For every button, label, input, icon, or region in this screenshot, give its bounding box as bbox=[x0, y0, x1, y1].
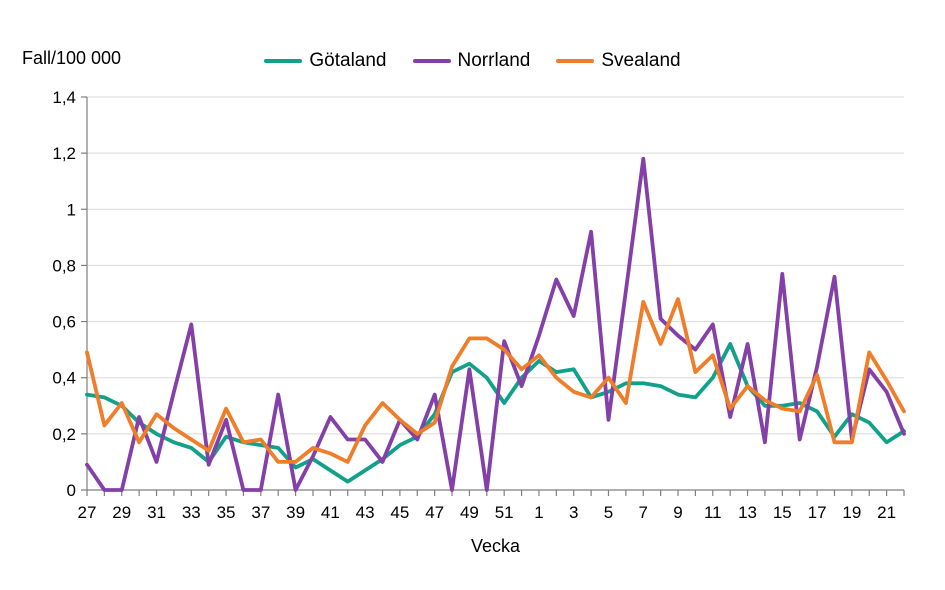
x-tick-label: 3 bbox=[569, 503, 578, 522]
y-tick-label: 0,2 bbox=[52, 425, 76, 444]
y-axis-ticks: 0 0,2 0,4 0,6 0,8 1 1,2 1,4 bbox=[52, 88, 87, 500]
x-tick-label: 29 bbox=[112, 503, 131, 522]
x-tick-label: 35 bbox=[217, 503, 236, 522]
series-line-norrland bbox=[85, 156, 906, 492]
x-tick-label: 31 bbox=[147, 503, 166, 522]
y-tick-label: 0,8 bbox=[52, 256, 76, 275]
y-tick-label: 0 bbox=[67, 481, 76, 500]
x-tick-label: 1 bbox=[534, 503, 543, 522]
x-tick-label: 9 bbox=[673, 503, 682, 522]
x-tick-label: 7 bbox=[639, 503, 648, 522]
x-tick-label: 15 bbox=[773, 503, 792, 522]
x-tick-label: 11 bbox=[704, 503, 722, 522]
x-tick-label: 13 bbox=[738, 503, 757, 522]
y-tick-label: 0,4 bbox=[52, 369, 76, 388]
x-tick-label: 19 bbox=[842, 503, 861, 522]
x-tick-label: 51 bbox=[495, 503, 514, 522]
x-tick-label: 27 bbox=[78, 503, 97, 522]
x-tick-label: 33 bbox=[182, 503, 201, 522]
y-tick-label: 0,6 bbox=[52, 313, 76, 332]
axes bbox=[86, 97, 904, 491]
y-tick-label: 1 bbox=[67, 200, 76, 219]
y-tick-label: 1,4 bbox=[52, 88, 76, 107]
y-axis-title: Fall/100 000 bbox=[22, 48, 122, 68]
x-tick-label: 17 bbox=[808, 503, 827, 522]
x-axis-title: Vecka bbox=[470, 536, 521, 556]
y-tick-label: 1,2 bbox=[52, 144, 76, 163]
x-tick-label: 45 bbox=[390, 503, 409, 522]
x-tick-label: 5 bbox=[604, 503, 613, 522]
x-axis-ticks: 27 29 31 33 35 37 39 41 43 45 47 49 51 1 3 5 7 9 11 13 15 17 1… bbox=[78, 490, 905, 522]
x-tick-label: 21 bbox=[877, 503, 896, 522]
x-tick-label: 49 bbox=[460, 503, 479, 522]
x-tick-label: 37 bbox=[251, 503, 270, 522]
x-tick-label: 41 bbox=[321, 503, 340, 522]
series-line-svealand bbox=[85, 297, 906, 464]
x-tick-label: 39 bbox=[286, 503, 305, 522]
x-tick-label: 43 bbox=[356, 503, 375, 522]
x-tick-label: 47 bbox=[425, 503, 444, 522]
gridlines bbox=[87, 96, 904, 435]
